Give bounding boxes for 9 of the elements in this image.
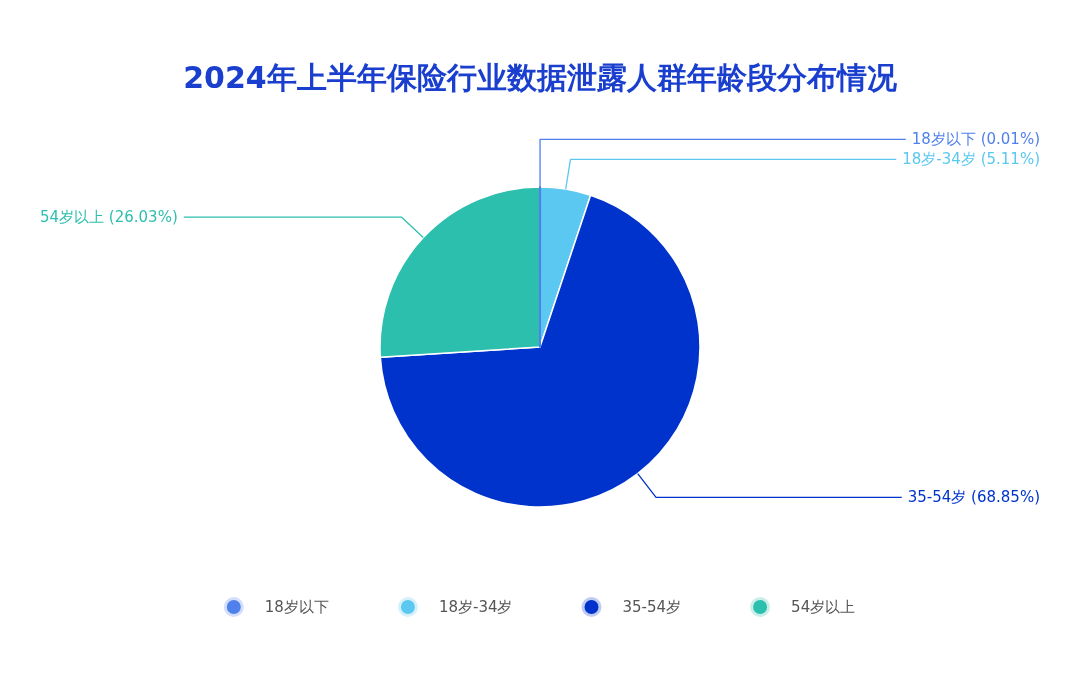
legend-label: 54岁以上 [791,598,856,616]
data-label: 18岁-34岁 (5.11%) [902,150,1040,169]
data-label: 54岁以上 (26.03%) [40,208,178,227]
legend-label: 18岁以下 [264,598,329,616]
legend-label: 35-54岁 [622,598,682,616]
chart-title: 2024年上半年保险行业数据泄露人群年龄段分布情况 [183,60,898,95]
data-label: 35-54岁 (68.85%) [907,488,1040,507]
legend-label: 18岁-34岁 [438,598,513,616]
data-label: 18岁以下 (0.01%) [911,130,1040,149]
